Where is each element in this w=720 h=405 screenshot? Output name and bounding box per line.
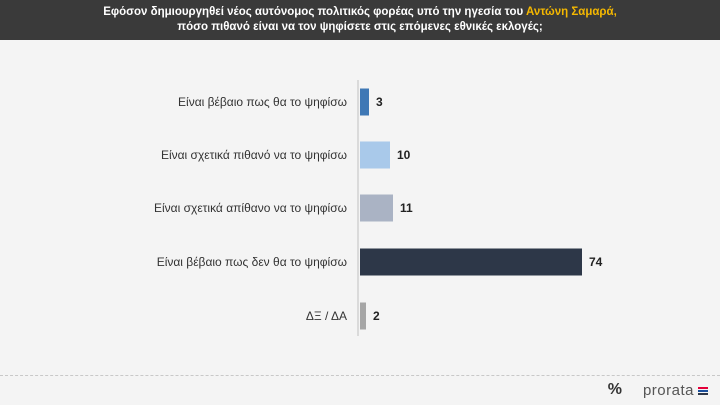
bar bbox=[360, 194, 393, 222]
category-label: Είναι βέβαιο πως δεν θα το ψηφίσω bbox=[157, 255, 347, 269]
bottom-divider bbox=[0, 375, 720, 376]
brand-name: prorata bbox=[642, 382, 694, 399]
bar-chart: Είναι βέβαιο πως θα το ψηφίσω 3 Είναι σχετ… bbox=[154, 80, 603, 336]
bar bbox=[360, 88, 369, 116]
data-label: 2 bbox=[373, 309, 380, 323]
category-label: Είναι σχετικά απίθανο να το ψηφίσω bbox=[154, 201, 347, 215]
brand-mark-icon bbox=[698, 387, 708, 399]
header-text: Εφόσον δημιουργηθεί νέος αυτόνομος πολιτ… bbox=[103, 6, 526, 18]
brand-stripe bbox=[698, 387, 708, 389]
data-label: 10 bbox=[397, 148, 411, 162]
bar bbox=[360, 248, 582, 276]
category-label: ΔΞ / ΔΑ bbox=[306, 309, 347, 323]
header-line-1: Εφόσον δημιουργηθεί νέος αυτόνομος πολιτ… bbox=[0, 6, 720, 18]
brand-stripe bbox=[698, 390, 708, 392]
data-label: 3 bbox=[376, 95, 383, 109]
data-label: 74 bbox=[589, 255, 603, 269]
percent-icon: % bbox=[607, 381, 622, 398]
category-label: Είναι σχετικά πιθανό να το ψηφίσω bbox=[161, 148, 347, 162]
category-label: Είναι βέβαιο πως θα το ψηφίσω bbox=[178, 95, 347, 109]
chart-header: Εφόσον δημιουργηθεί νέος αυτόνομος πολιτ… bbox=[0, 0, 720, 40]
header-line-2: πόσο πιθανό είναι να τον ψηφίσετε στις ε… bbox=[177, 21, 543, 33]
brand-stripe bbox=[698, 393, 708, 395]
data-label: 11 bbox=[400, 201, 413, 215]
bar bbox=[360, 141, 390, 169]
header-highlight: Αντώνη Σαμαρά, bbox=[525, 6, 617, 18]
bar bbox=[360, 302, 366, 330]
